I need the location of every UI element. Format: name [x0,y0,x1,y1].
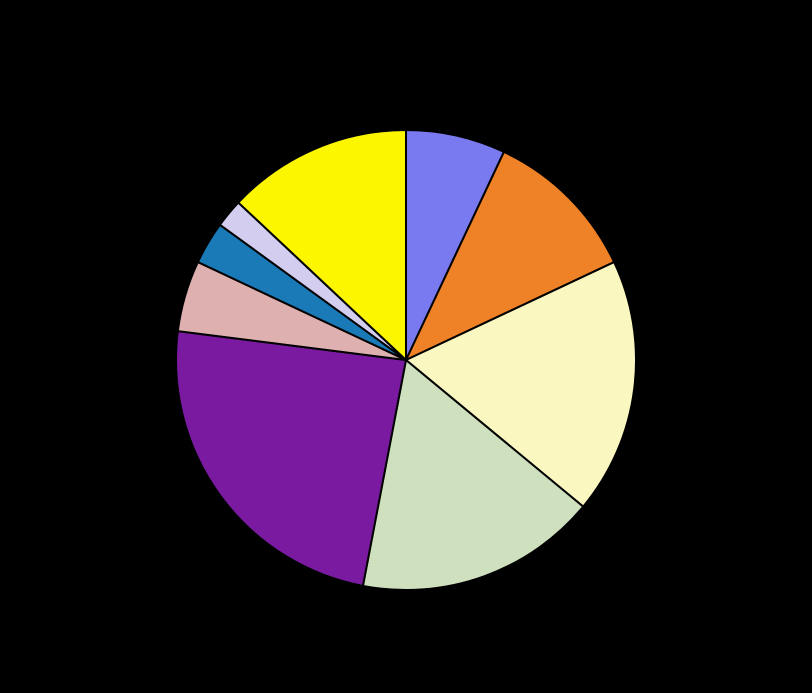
pie-chart-container: Sentraladm.7%Barnehage11%Grunnskule18%He… [0,0,812,693]
pie-chart [0,0,812,693]
